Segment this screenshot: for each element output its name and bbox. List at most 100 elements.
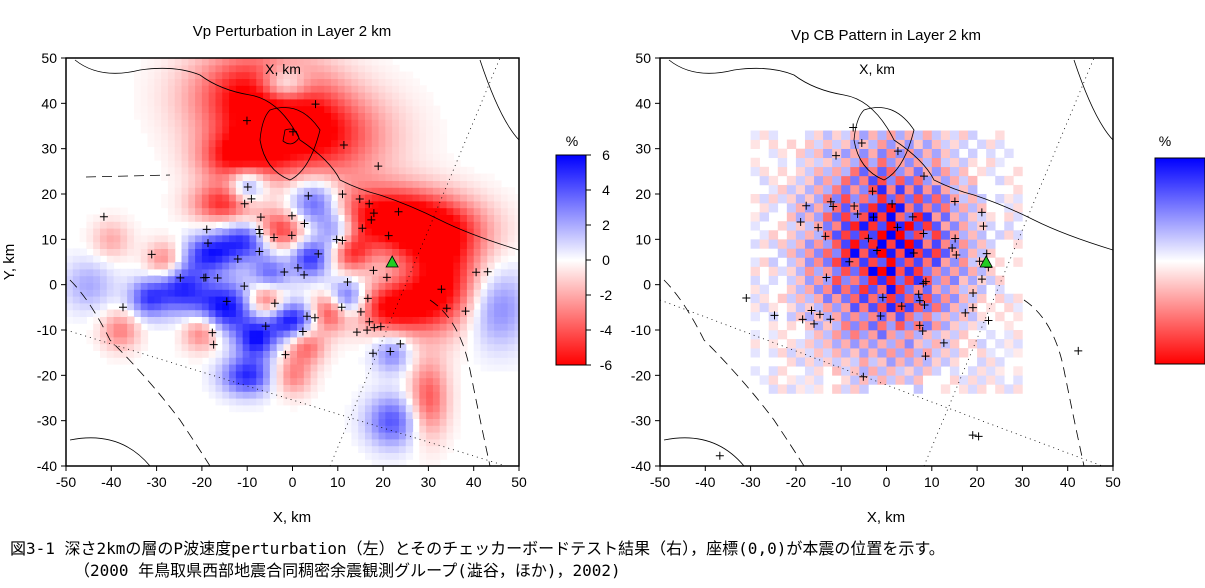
left-heat-cell (181, 248, 189, 256)
left-heat-cell (269, 350, 278, 358)
left-heat-cell (195, 289, 203, 297)
left-heat-cell (371, 377, 380, 385)
right-heat-cell (940, 166, 951, 177)
left-heat-cell (208, 262, 217, 270)
left-heat-cell (364, 452, 373, 460)
left-heat-cell (331, 132, 339, 141)
left-heat-cell (432, 105, 441, 113)
right-heat-cell (868, 139, 878, 149)
left-heat-cell (215, 112, 223, 120)
left-heat-cell (419, 364, 427, 372)
right-heat-cell (750, 293, 760, 304)
left-heat-cell (378, 112, 386, 120)
left-heat-cell (222, 221, 230, 229)
left-heat-cell (174, 160, 183, 168)
left-heat-cell (195, 228, 203, 236)
right-heat-cell (768, 184, 779, 195)
left-heat-cell (113, 357, 121, 365)
left-heat-cell (514, 296, 519, 304)
left-heat-cell (378, 289, 386, 297)
left-heat-cell (514, 221, 519, 229)
left-heat-cell (351, 64, 359, 73)
left-heat-cell (181, 275, 189, 283)
left-heat-cell (283, 377, 291, 385)
left-heat-cell (276, 139, 285, 147)
left-heat-cell (460, 262, 468, 270)
left-heat-cell (283, 105, 291, 113)
left-heat-cell (344, 85, 352, 93)
right-y-tick-label: -20 (631, 367, 651, 383)
left-heat-cell (514, 214, 519, 222)
left-heat-cell (127, 241, 135, 249)
left-heat-cell (235, 187, 244, 195)
left-heat-cell (113, 268, 121, 277)
left-heat-cell (154, 78, 162, 86)
right-heat-cell (768, 230, 779, 240)
left-heat-cell (446, 302, 454, 311)
right-geology-lines (660, 58, 1113, 466)
left-heat-cell (93, 309, 101, 317)
left-heat-cell (167, 323, 176, 331)
right-heat-cell (841, 284, 851, 295)
left-heat-cell (154, 234, 162, 243)
left-heat-cell (269, 336, 278, 345)
left-heat-cell (215, 330, 223, 338)
left-heat-cell (358, 105, 366, 113)
left-event-marker (363, 326, 372, 335)
left-heat-cell (500, 289, 509, 297)
left-heat-cell (195, 153, 203, 161)
left-heat-cell (337, 119, 346, 127)
left-heat-cell (419, 275, 427, 283)
left-heat-cell (161, 323, 169, 331)
left-heat-cell (500, 262, 509, 270)
left-heat-cell (195, 302, 203, 311)
left-heat-cell (161, 119, 169, 127)
left-heat-cell (412, 228, 420, 236)
left-heat-cell (208, 234, 217, 243)
right-checkerboard-field (750, 130, 1023, 394)
left-heat-cell (514, 343, 519, 351)
right-x-tick-label: -50 (650, 474, 670, 490)
left-heat-cell (229, 200, 237, 209)
left-heat-cell (113, 221, 121, 229)
left-heat-cell (446, 173, 454, 181)
left-heat-cell (167, 214, 176, 222)
right-heat-cell (968, 194, 978, 204)
left-heat-cell (378, 445, 386, 453)
left-heat-cell (269, 391, 278, 399)
left-heat-cell (201, 166, 210, 175)
left-heat-cell (358, 432, 366, 440)
left-heat-cell (331, 200, 339, 209)
left-heat-cell (106, 343, 115, 351)
right-heat-cell (750, 266, 760, 276)
left-heat-cell (351, 425, 359, 433)
left-heat-cell (371, 275, 380, 283)
left-heat-cell (263, 139, 271, 147)
right-heat-cell (850, 184, 860, 195)
right-heat-cell (931, 194, 942, 204)
left-heat-cell (140, 71, 149, 79)
left-heat-cell (283, 309, 291, 317)
left-heat-cell (222, 153, 230, 161)
left-heat-cell (412, 187, 420, 195)
left-heat-cell (324, 126, 332, 134)
left-heat-cell (412, 221, 420, 229)
right-heat-cell (814, 275, 824, 285)
right-heat-cell (841, 348, 851, 358)
left-heat-cell (140, 268, 149, 277)
right-heat-cell (777, 148, 788, 159)
left-heat-cell (446, 241, 454, 249)
left-heat-cell (385, 160, 393, 168)
left-heat-cell (351, 200, 359, 209)
right-heat-cell (949, 330, 960, 340)
left-heat-cell (310, 166, 319, 175)
left-heat-cell (276, 248, 285, 256)
left-heat-cell (507, 268, 516, 277)
left-heat-cell (66, 248, 74, 256)
left-heat-cell (331, 214, 339, 222)
right-heat-cell (823, 157, 833, 168)
right-heat-cell (922, 311, 933, 322)
right-event-marker (918, 326, 927, 335)
left-heat-cell (269, 78, 278, 86)
left-heat-cell (358, 85, 366, 93)
